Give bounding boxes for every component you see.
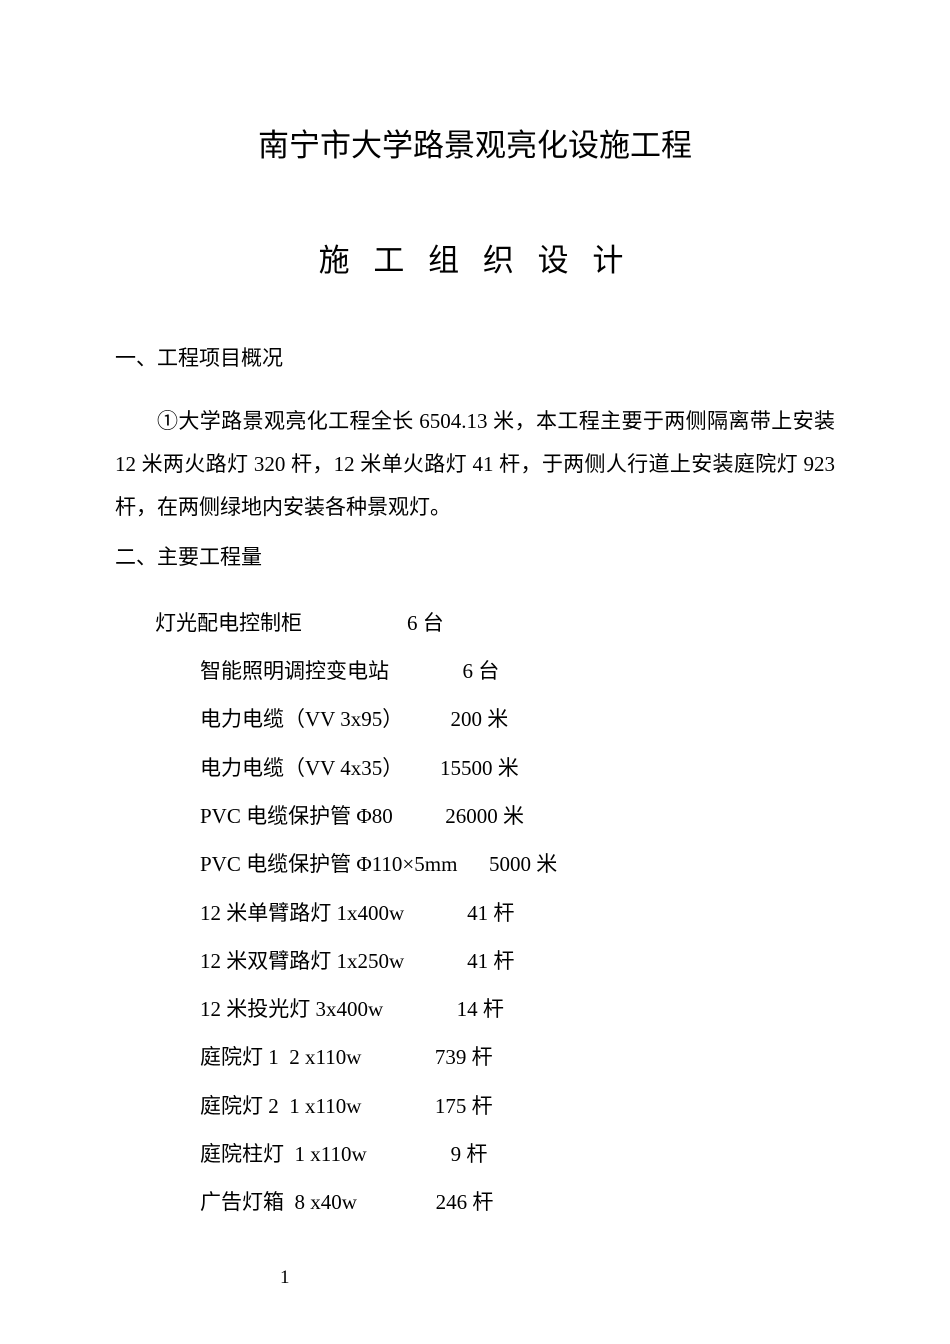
quantity-label: 庭院灯 1 2 x110w bbox=[200, 1033, 361, 1081]
quantity-value: 175 杆 bbox=[435, 1082, 493, 1130]
quantity-value: 41 杆 bbox=[467, 937, 514, 985]
quantity-spacing bbox=[383, 985, 457, 1033]
quantity-value: 200 米 bbox=[450, 695, 508, 743]
quantity-item: 庭院灯 1 2 x110w 739 杆 bbox=[200, 1033, 835, 1081]
quantity-spacing bbox=[404, 889, 467, 937]
quantity-item: 12 米投光灯 3x400w 14 杆 bbox=[200, 985, 835, 1033]
quantity-item: 广告灯箱 8 x40w 246 杆 bbox=[200, 1178, 835, 1226]
sub-title: 施 工 组 织 设 计 bbox=[115, 235, 835, 280]
section-1-paragraph: ①大学路景观亮化工程全长 6504.13 米，本工程主要于两侧隔离带上安装 12… bbox=[115, 400, 835, 529]
quantity-spacing bbox=[403, 695, 450, 743]
quantity-item: PVC 电缆保护管 Φ110×5mm 5000 米 bbox=[200, 840, 835, 888]
quantity-label: 12 米双臂路灯 1x250w bbox=[200, 937, 404, 985]
quantity-list: 灯光配电控制柜 6 台 智能照明调控变电站 6 台 电力电缆（VV 3x95） … bbox=[115, 599, 835, 1227]
quantity-label: PVC 电缆保护管 Φ80 bbox=[200, 792, 393, 840]
quantity-spacing bbox=[404, 937, 467, 985]
quantity-value: 9 杆 bbox=[451, 1130, 488, 1178]
quantity-label: 电力电缆（VV 4x35） bbox=[200, 744, 403, 792]
quantity-value: 26000 米 bbox=[445, 792, 524, 840]
section-2-heading: 二、主要工程量 bbox=[115, 539, 835, 577]
quantity-item: 灯光配电控制柜 6 台 bbox=[155, 599, 835, 647]
quantity-spacing bbox=[357, 1178, 436, 1226]
quantity-label: 庭院灯 2 1 x110w bbox=[200, 1082, 361, 1130]
quantity-spacing bbox=[361, 1033, 435, 1081]
quantity-item: PVC 电缆保护管 Φ80 26000 米 bbox=[200, 792, 835, 840]
main-title: 南宁市大学路景观亮化设施工程 bbox=[115, 120, 835, 165]
quantity-label: 灯光配电控制柜 bbox=[155, 599, 302, 647]
quantity-label: PVC 电缆保护管 Φ110×5mm bbox=[200, 840, 457, 888]
quantity-value: 739 杆 bbox=[435, 1033, 493, 1081]
quantity-value: 15500 米 bbox=[440, 744, 519, 792]
quantity-item: 12 米单臂路灯 1x400w 41 杆 bbox=[200, 889, 835, 937]
quantity-item: 庭院柱灯 1 x110w 9 杆 bbox=[200, 1130, 835, 1178]
quantity-label: 电力电缆（VV 3x95） bbox=[200, 695, 403, 743]
quantity-spacing bbox=[367, 1130, 451, 1178]
quantity-item: 电力电缆（VV 4x35） 15500 米 bbox=[200, 744, 835, 792]
quantity-item: 电力电缆（VV 3x95） 200 米 bbox=[200, 695, 835, 743]
quantity-spacing bbox=[457, 840, 489, 888]
quantity-spacing bbox=[403, 744, 440, 792]
page-number: 1 bbox=[280, 1267, 290, 1289]
quantity-value: 6 台 bbox=[463, 647, 500, 695]
quantity-value: 6 台 bbox=[407, 599, 444, 647]
quantity-label: 12 米投光灯 3x400w bbox=[200, 985, 383, 1033]
quantity-value: 5000 米 bbox=[489, 840, 557, 888]
quantity-value: 246 杆 bbox=[436, 1178, 494, 1226]
quantity-label: 庭院柱灯 1 x110w bbox=[200, 1130, 367, 1178]
quantity-label: 智能照明调控变电站 bbox=[200, 647, 389, 695]
quantity-spacing bbox=[393, 792, 446, 840]
quantity-item: 12 米双臂路灯 1x250w 41 杆 bbox=[200, 937, 835, 985]
quantity-value: 41 杆 bbox=[467, 889, 514, 937]
quantity-value: 14 杆 bbox=[457, 985, 504, 1033]
quantity-spacing bbox=[361, 1082, 435, 1130]
quantity-item: 智能照明调控变电站 6 台 bbox=[200, 647, 835, 695]
quantity-spacing bbox=[302, 599, 407, 647]
quantity-label: 广告灯箱 8 x40w bbox=[200, 1178, 357, 1226]
quantity-label: 12 米单臂路灯 1x400w bbox=[200, 889, 404, 937]
quantity-item: 庭院灯 2 1 x110w 175 杆 bbox=[200, 1082, 835, 1130]
section-1-heading: 一、工程项目概况 bbox=[115, 340, 835, 378]
quantity-spacing bbox=[389, 647, 463, 695]
